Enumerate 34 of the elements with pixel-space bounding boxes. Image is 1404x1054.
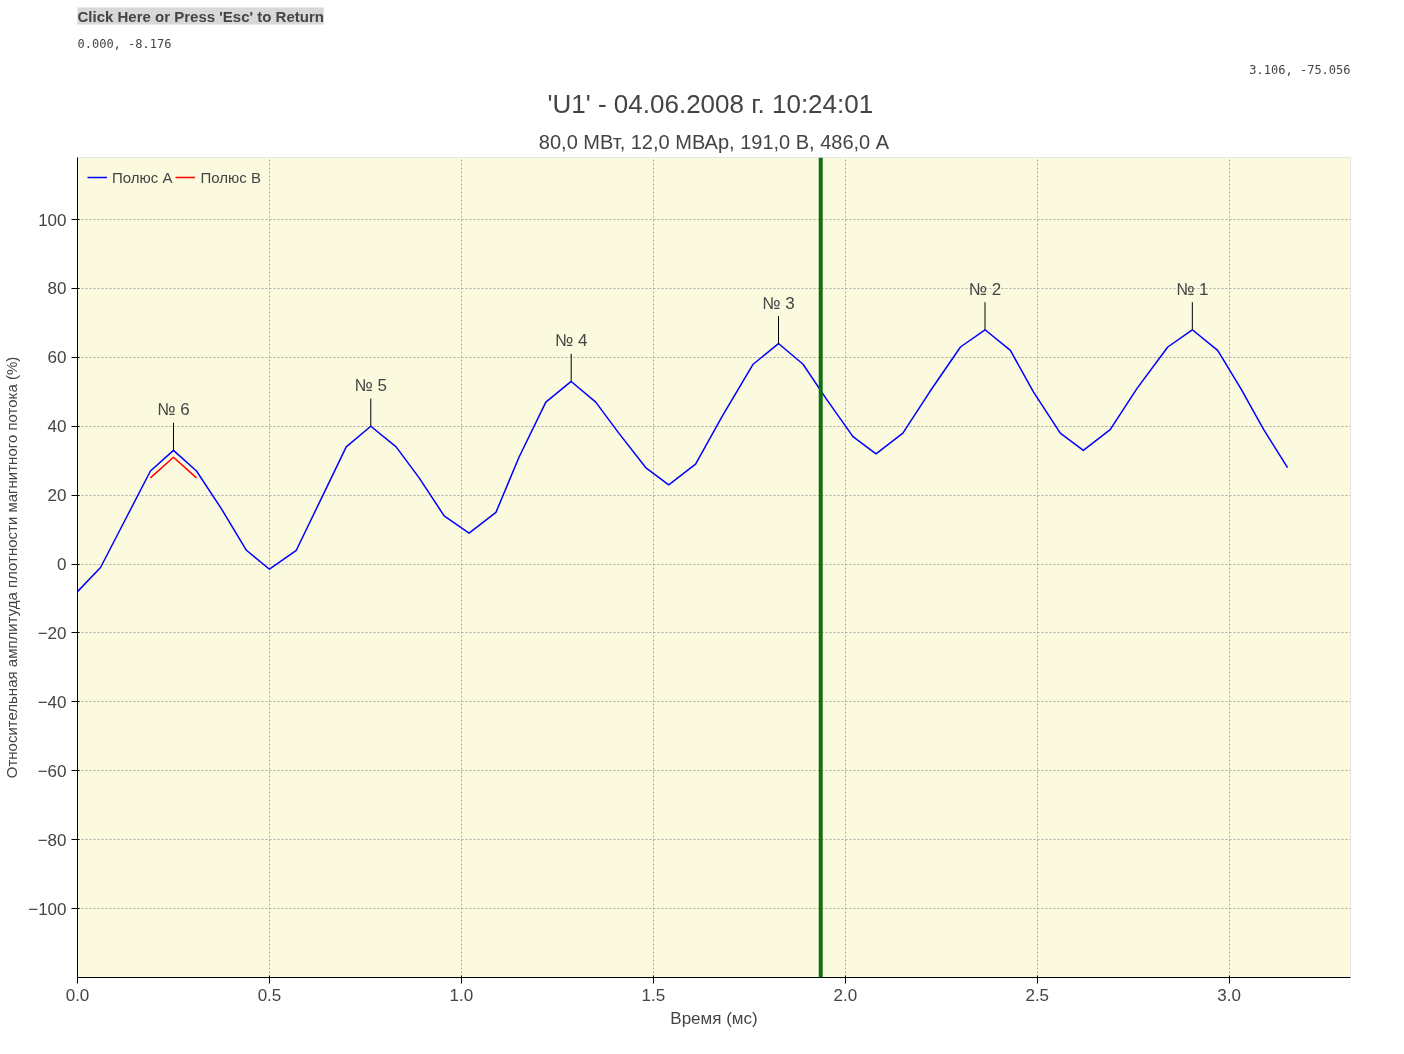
x-axis-title: Время (мс)	[670, 1008, 758, 1028]
y-tick-label: 20	[47, 486, 67, 506]
annotation: № 2	[968, 279, 1002, 299]
x-tick-label: 1.5	[641, 985, 666, 1005]
text: Click Here or Press 'Esc' to Return	[77, 7, 324, 25]
y-tick-label: −80	[37, 830, 67, 850]
x-tick-label: 0.5	[257, 985, 282, 1005]
annotation: № 4	[554, 331, 588, 351]
y-axis-title: Относительная амплитуда плотности магнитного потока (%)	[3, 356, 21, 779]
y-tick-label: 100	[38, 210, 67, 230]
x-tick-label: 1.0	[449, 985, 474, 1005]
x-tick-label: 2.0	[833, 985, 858, 1005]
y-tick-label: −100	[28, 899, 67, 919]
y-tick-label: −60	[37, 761, 67, 781]
text: 3.106, -75.056	[1249, 62, 1351, 77]
legend-label: Полюс A	[112, 168, 173, 186]
annotation: № 3	[762, 293, 795, 313]
chart-subtitle: 80,0 МВт, 12,0 МВАр, 191,0 В, 486,0 А	[538, 130, 890, 153]
y-tick-label: −40	[37, 692, 67, 712]
x-tick-label: 3.0	[1217, 985, 1242, 1005]
line-series	[77, 329, 1289, 593]
x-tick-label: 2.5	[1025, 985, 1050, 1005]
y-tick-label: 80	[47, 279, 67, 299]
y-tick-label: 40	[47, 417, 67, 437]
y-tick-label: −20	[37, 623, 67, 643]
x-tick-label: 0.0	[65, 985, 90, 1005]
y-tick-label: 0	[57, 555, 67, 575]
y-tick-label: 60	[47, 348, 67, 368]
chart-title: 'U1' - 04.06.2008 г. 10:24:01	[547, 88, 874, 119]
annotation: № 5	[354, 376, 388, 396]
annotation: № 6	[157, 400, 190, 420]
text: 0.000, -8.176	[77, 36, 172, 51]
legend-label: Полюс B	[200, 168, 261, 186]
annotation: № 1	[1176, 279, 1209, 299]
